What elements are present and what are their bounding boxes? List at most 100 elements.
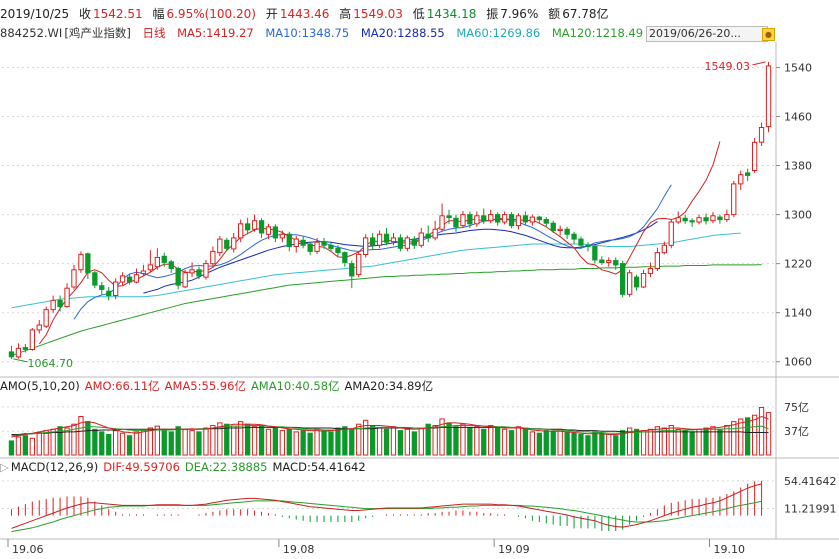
time-tick-label: 19.08 [283, 543, 315, 556]
candle-body [633, 276, 640, 288]
amo-bar [564, 431, 570, 456]
amo-bar [543, 430, 549, 456]
amo-bar [529, 431, 536, 456]
amo-bar [404, 428, 411, 456]
ma10-line [73, 184, 672, 320]
period-label[interactable]: 日线 [142, 26, 166, 40]
amo-bar [342, 426, 348, 456]
amo-bar [245, 423, 251, 456]
dea-value: DEA:22.38885 [184, 460, 268, 474]
amo-bar [36, 432, 42, 456]
amo-bar [501, 428, 508, 456]
amo-bar [731, 421, 737, 456]
candle-body [397, 237, 404, 249]
candle-body [411, 238, 418, 246]
candle-body [8, 351, 15, 358]
amo-bar [481, 428, 487, 456]
candle-body [15, 347, 22, 358]
macd-title-marker: ▷ [0, 460, 9, 474]
candle-body [703, 217, 709, 222]
amo-bar [460, 423, 466, 456]
quote-date: 2019/10/25 [0, 7, 70, 21]
ama10-value: AMA10:40.58亿 [250, 379, 340, 393]
amo-bar [321, 430, 327, 456]
high-value: 1549.03 [353, 7, 403, 21]
high-pointer [752, 61, 766, 66]
amo-bar [272, 427, 279, 456]
candle-body [335, 247, 341, 254]
price-tick-label: 1220 [784, 258, 812, 271]
candle-body [370, 237, 376, 246]
candle-body [328, 244, 334, 249]
candle-body [627, 272, 633, 295]
amo-bar [57, 426, 63, 456]
amo-bar [106, 434, 112, 456]
candle-body [349, 263, 355, 277]
candle-body [696, 217, 702, 223]
candle-body [592, 246, 598, 261]
ma5-legend: MA5:1419.27 [177, 26, 254, 40]
amo-bar [383, 428, 390, 456]
amo-bar [154, 425, 160, 456]
amo-tick-label: 37亿 [784, 425, 809, 438]
low-pointer [13, 358, 28, 363]
candle-body [22, 347, 29, 350]
candle-body [731, 183, 737, 216]
candle-body [536, 216, 543, 221]
candle-body [599, 259, 605, 263]
amo-bar [335, 427, 341, 456]
macd-title: MACD(12,26,9) [10, 460, 99, 474]
candle-body [488, 214, 494, 222]
candle-body [321, 241, 327, 246]
candle-body [272, 226, 279, 239]
ama5-line [11, 415, 769, 438]
amo-bar [599, 432, 605, 456]
candle-body [356, 253, 362, 276]
candle-body [654, 252, 661, 270]
amo-bar [29, 437, 36, 456]
candle-body [717, 216, 723, 221]
candle-body [265, 226, 272, 235]
date-range-button[interactable]: 2019/06/26-20... [646, 26, 768, 42]
amo-bar [175, 426, 181, 456]
amo-bar [606, 434, 612, 456]
candle-body [745, 172, 751, 176]
lock-icon[interactable]: ● [762, 28, 775, 41]
amo-bar [279, 430, 286, 456]
candle-body [147, 264, 153, 271]
candle-body [231, 237, 237, 250]
candle-body [383, 233, 390, 243]
ma10-legend: MA10:1348.75 [265, 26, 350, 40]
candle-body [189, 269, 195, 274]
amo-bar [411, 431, 418, 456]
candle-body [238, 223, 244, 239]
candle-body [161, 255, 167, 263]
amo-bar [592, 431, 598, 456]
macd-legend: ▷ MACD(12,26,9) DIF:49.59706 DEA:22.38885 MA… [0, 459, 371, 475]
open-value: 1443.46 [279, 7, 330, 21]
amo-bar [557, 428, 563, 456]
high-field: 高 1549.03 [339, 7, 403, 21]
amo-bar [418, 427, 424, 456]
candle-body [300, 239, 306, 246]
candle-body [140, 270, 147, 274]
amo-bar [390, 426, 397, 456]
candle-body [571, 233, 577, 240]
amo-bar [286, 428, 292, 456]
candle-body [724, 214, 730, 221]
candle-body [640, 273, 647, 288]
macd-value: MACD:54.41642 [272, 460, 366, 474]
amo-bar [64, 427, 70, 456]
amo-bar [50, 428, 56, 456]
amo-bar [356, 423, 362, 456]
amo-bar [349, 428, 355, 456]
ma20-legend: MA20:1288.55 [360, 26, 445, 40]
amo-bar [293, 431, 299, 456]
amo-bar [717, 428, 723, 456]
amo-bar [140, 430, 147, 456]
amo-bar [703, 427, 709, 456]
amo-bar [307, 432, 313, 456]
amo-bar [397, 430, 404, 456]
